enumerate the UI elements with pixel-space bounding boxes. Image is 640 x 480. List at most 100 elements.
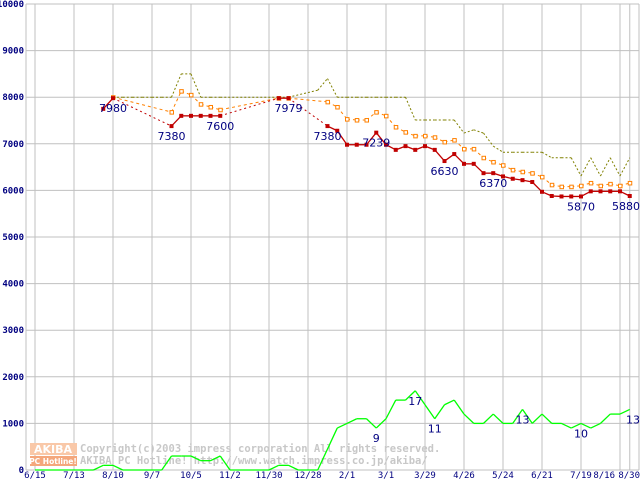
data-label-count: 11 <box>428 423 442 436</box>
average-point-marker <box>608 181 613 187</box>
average-point-marker <box>393 125 399 130</box>
data-label-count: 9 <box>373 432 380 445</box>
average-segment <box>171 90 182 113</box>
min-point-marker <box>393 147 398 152</box>
count-segment <box>521 409 533 424</box>
average-point-marker <box>325 99 330 105</box>
max-segment <box>609 157 621 177</box>
min-point-marker <box>462 161 466 166</box>
series-layer <box>35 73 633 471</box>
count-segment <box>190 455 202 462</box>
y-tick-label: 9000 <box>2 47 24 57</box>
count-segment <box>424 404 436 420</box>
min-point-marker <box>569 194 574 199</box>
data-label-min: 7980 <box>99 102 127 115</box>
min-point-marker <box>618 189 622 194</box>
count-segment <box>346 418 358 424</box>
average-point-marker <box>579 183 584 189</box>
min-point-marker <box>374 130 379 135</box>
min-point-marker <box>559 194 564 199</box>
average-point-marker <box>374 110 379 115</box>
count-segment <box>317 427 338 471</box>
data-label-count: 10 <box>574 427 588 440</box>
x-tick-label: 8/10 <box>102 471 124 480</box>
average-point-marker <box>520 169 525 175</box>
x-tick-label: 8/30 <box>618 471 640 480</box>
count-segment <box>366 418 377 429</box>
min-point-marker <box>491 171 496 176</box>
count-segment <box>93 464 104 471</box>
average-point-marker <box>530 171 535 176</box>
count-segment <box>161 455 173 471</box>
x-tick-label: 8/16 <box>593 471 615 480</box>
min-point-marker <box>276 96 281 101</box>
x-tick-label: 10/5 <box>180 471 202 480</box>
count-segment <box>580 422 592 429</box>
min-point-marker <box>501 174 505 179</box>
min-point-marker <box>208 113 213 118</box>
min-point-marker <box>198 113 203 118</box>
data-label-min: 7600 <box>206 120 234 133</box>
max-segment <box>327 78 338 98</box>
min-point-marker <box>423 144 427 149</box>
max-segment <box>171 73 182 98</box>
average-point-marker <box>452 138 457 143</box>
data-label-min: 7380 <box>314 130 342 143</box>
data-label-min: 5880 <box>612 200 640 213</box>
min-point-marker <box>218 113 223 118</box>
min-point-marker <box>510 176 515 181</box>
x-tick-label: 12/28 <box>294 471 321 480</box>
average-point-marker <box>208 104 213 110</box>
y-tick-label: 4000 <box>2 280 24 290</box>
min-point-marker <box>384 142 388 147</box>
min-point-marker <box>540 189 544 194</box>
data-label-count: 13 <box>626 413 640 426</box>
logo-top-bg <box>30 443 77 455</box>
y-tick-label: 8000 <box>2 93 24 103</box>
max-segment <box>492 145 504 153</box>
logo-bottom-bg <box>30 456 77 466</box>
average-point-marker <box>354 118 360 123</box>
watermark: AKIBA PC Hotline! Copyright(c)2003 impre… <box>29 443 440 467</box>
count-segment <box>619 408 631 415</box>
min-point-marker <box>452 152 457 157</box>
min-point-marker <box>179 113 184 118</box>
average-point-marker <box>189 92 194 98</box>
count-segment <box>531 413 543 424</box>
logo-hotline: PC Hotline! <box>29 457 77 466</box>
x-tick-label: 6/21 <box>531 471 553 480</box>
logo-akiba: AKIBA <box>34 443 73 456</box>
max-segment <box>619 157 631 177</box>
data-label-min: 7380 <box>158 130 186 143</box>
x-tick-label: 3/29 <box>414 471 436 480</box>
average-point-marker <box>618 183 623 189</box>
average-point-marker <box>627 180 633 186</box>
average-point-marker <box>471 146 477 152</box>
min-point-marker <box>413 147 418 152</box>
count-segment <box>512 409 524 424</box>
x-tick-label: 9/7 <box>144 471 160 480</box>
y-tick-label: 5000 <box>2 233 24 243</box>
average-point-marker <box>423 133 428 139</box>
y-tick-label: 0 <box>19 466 24 476</box>
min-segment <box>336 130 348 146</box>
x-tick-label: 5/24 <box>492 471 514 480</box>
average-point-marker <box>384 113 389 119</box>
count-segment <box>414 390 426 406</box>
data-label-min: 5870 <box>567 200 595 213</box>
count-segment <box>570 422 582 429</box>
average-point-marker <box>442 139 447 145</box>
series-count <box>35 390 631 471</box>
min-point-marker <box>627 193 632 198</box>
data-label-count: 13 <box>516 413 530 426</box>
min-segment <box>112 97 172 127</box>
average-point-marker <box>432 135 438 140</box>
average-point-marker <box>559 184 564 190</box>
data-label-count: 17 <box>408 395 422 408</box>
data-label-min: 6630 <box>431 165 459 178</box>
average-point-marker <box>588 180 594 186</box>
average-point-marker <box>179 89 184 94</box>
average-point-marker <box>481 155 486 161</box>
count-segment <box>375 418 387 429</box>
